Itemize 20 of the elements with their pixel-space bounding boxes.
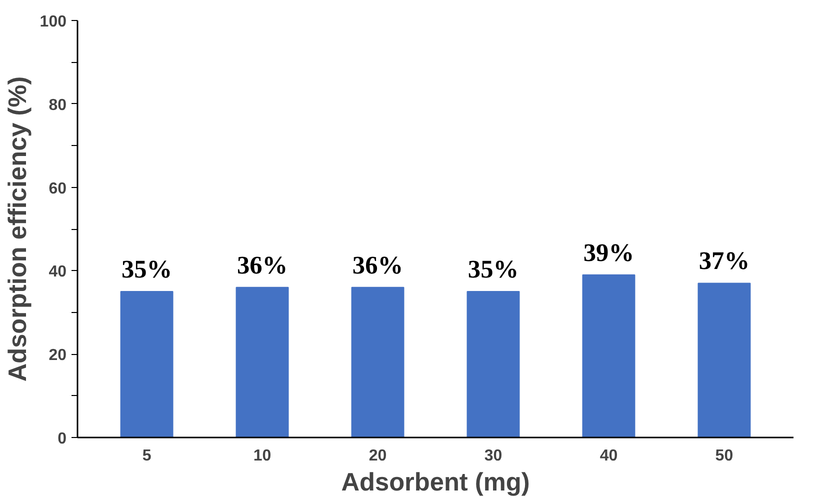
x-tick-label: 20 [368, 448, 387, 464]
y-tick-label: 60 [48, 180, 67, 198]
y-tick-label: 20 [48, 347, 67, 364]
data-label: 39% [583, 238, 634, 267]
x-axis-title: Adsorbent (mg) [341, 468, 530, 496]
data-label: 35% [121, 256, 172, 284]
y-tick-label: 40 [48, 264, 67, 281]
data-label: 37% [698, 247, 750, 276]
data-label: 36% [236, 251, 288, 280]
x-tick-label: 10 [253, 448, 272, 464]
y-tick-label: 80 [48, 96, 67, 114]
data-label: 35% [468, 256, 519, 284]
y-tick-label: 0 [58, 430, 67, 448]
data-label: 36% [352, 251, 404, 280]
y-axis-title: Adsorption efficiency (%) [4, 76, 32, 382]
y-tick-label: 100 [40, 14, 67, 30]
x-tick-label: 50 [715, 448, 734, 464]
x-tick-label: 30 [484, 448, 502, 464]
x-tick-label: 5 [142, 448, 152, 464]
x-tick-label: 40 [600, 448, 618, 464]
